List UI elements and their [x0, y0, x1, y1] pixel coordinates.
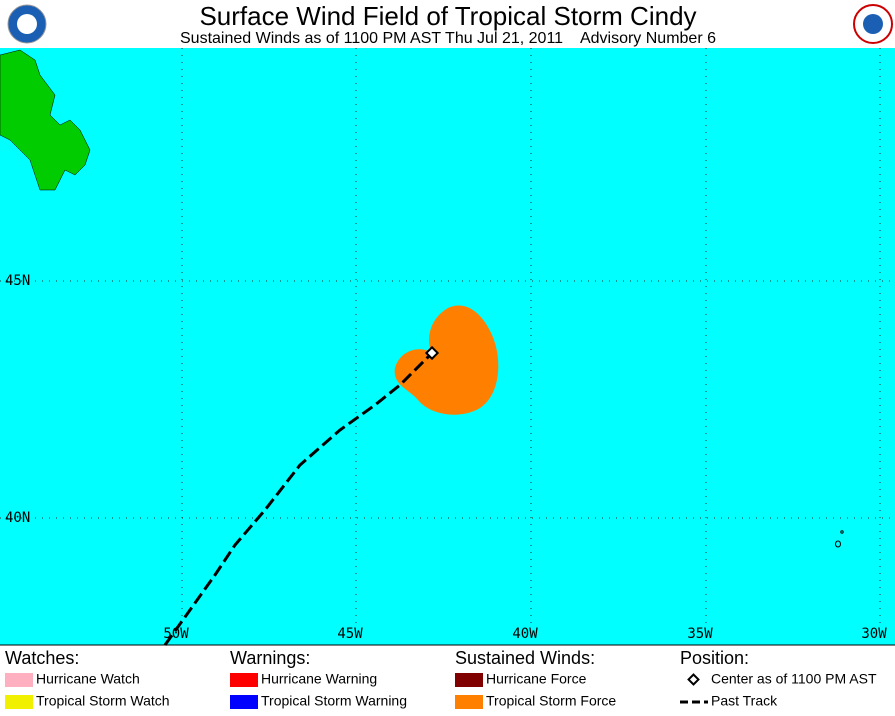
legend-item: Tropical Storm Force: [486, 693, 616, 709]
latitude-label: 45N: [5, 273, 30, 289]
legend-swatch: [455, 673, 483, 687]
land: [0, 49, 91, 191]
legend-item: Center as of 1100 PM AST: [711, 671, 877, 687]
longitude-label: 45W: [337, 626, 363, 642]
legend-swatch: [455, 695, 483, 709]
legend-item: Hurricane Warning: [261, 671, 377, 687]
legend-item: Past Track: [711, 693, 778, 709]
legend-item: Tropical Storm Watch: [36, 693, 170, 709]
legend-heading: Warnings:: [230, 648, 310, 668]
noaa-logo-center: [17, 14, 37, 34]
legend-swatch: [5, 673, 33, 687]
subtitle: Sustained Winds as of 1100 PM AST Thu Ju…: [180, 30, 716, 47]
legend-center-symbol: [687, 673, 700, 686]
island: [840, 530, 844, 534]
past-track: [163, 351, 434, 646]
legend-item: Hurricane Watch: [36, 671, 140, 687]
legend-item: Tropical Storm Warning: [261, 693, 407, 709]
legend-swatch: [230, 695, 258, 709]
nws-logo-center: [863, 14, 883, 34]
island: [835, 540, 841, 548]
legend-heading: Position:: [680, 648, 749, 668]
latitude-label: 40N: [5, 510, 30, 526]
legend-swatch: [230, 673, 258, 687]
storm-center: [424, 345, 440, 361]
legend-heading: Sustained Winds:: [455, 648, 595, 668]
legend-swatch: [5, 695, 33, 709]
longitude-label: 40W: [512, 626, 538, 642]
tropical-storm-force-area: [394, 305, 499, 415]
legend-heading: Watches:: [5, 648, 79, 668]
longitude-label: 35W: [687, 626, 713, 642]
legend: Watches: Hurricane Watch Tropical Storm Wa…: [5, 648, 877, 709]
legend-item: Hurricane Force: [486, 671, 587, 687]
title: Surface Wind Field of Tropical Storm Cin…: [199, 1, 696, 31]
header-bg: [0, 0, 895, 48]
longitude-label: 30W: [861, 626, 887, 642]
